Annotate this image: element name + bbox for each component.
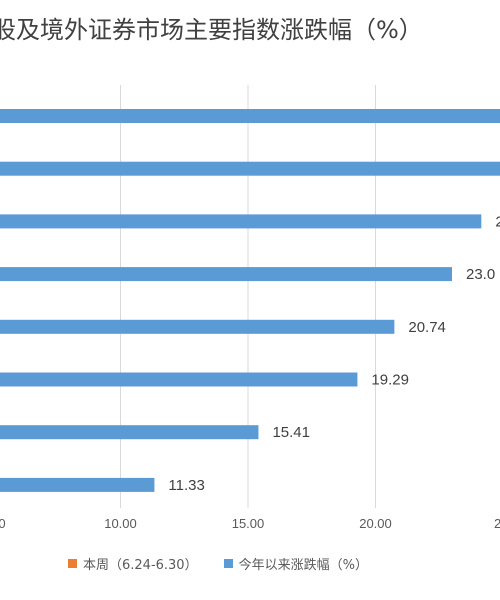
x-tick-label: 20.00 [359, 516, 392, 531]
data-label: 20.74 [408, 319, 446, 336]
legend-swatch-ytd [223, 559, 233, 568]
bar [0, 425, 259, 440]
data-label: 19.29 [371, 372, 409, 389]
x-tick-label: 10.00 [104, 516, 137, 531]
bar [0, 109, 500, 123]
data-label: 15.41 [272, 424, 310, 441]
bar [0, 161, 500, 176]
bar [0, 214, 482, 229]
data-label: 23.0 [466, 266, 495, 283]
x-tick-label: 15.00 [232, 516, 265, 531]
legend-item-ytd: 今年以来涨跌幅（%） [223, 554, 368, 573]
legend-label-weekly: 本周（6.24-6.30） [83, 558, 198, 573]
legend-swatch-weekly [68, 559, 77, 568]
legend-item-weekly: 本周（6.24-6.30） [68, 554, 198, 573]
data-label: 2 [495, 213, 500, 230]
data-label: 11.33 [168, 477, 204, 494]
legend-label-ytd: 今年以来涨跌幅（%） [238, 558, 368, 573]
chart-legend: 本周（6.24-6.30） 今年以来涨跌幅（%） [68, 554, 368, 573]
x-tick-label: 0 [0, 516, 6, 531]
bar [0, 319, 395, 334]
bar [0, 267, 452, 282]
bar [0, 372, 358, 387]
x-tick-label: 25. [494, 516, 500, 531]
chart-title: 股及境外证券市场主要指数涨跌幅（%） [0, 16, 423, 44]
bar [0, 477, 155, 492]
